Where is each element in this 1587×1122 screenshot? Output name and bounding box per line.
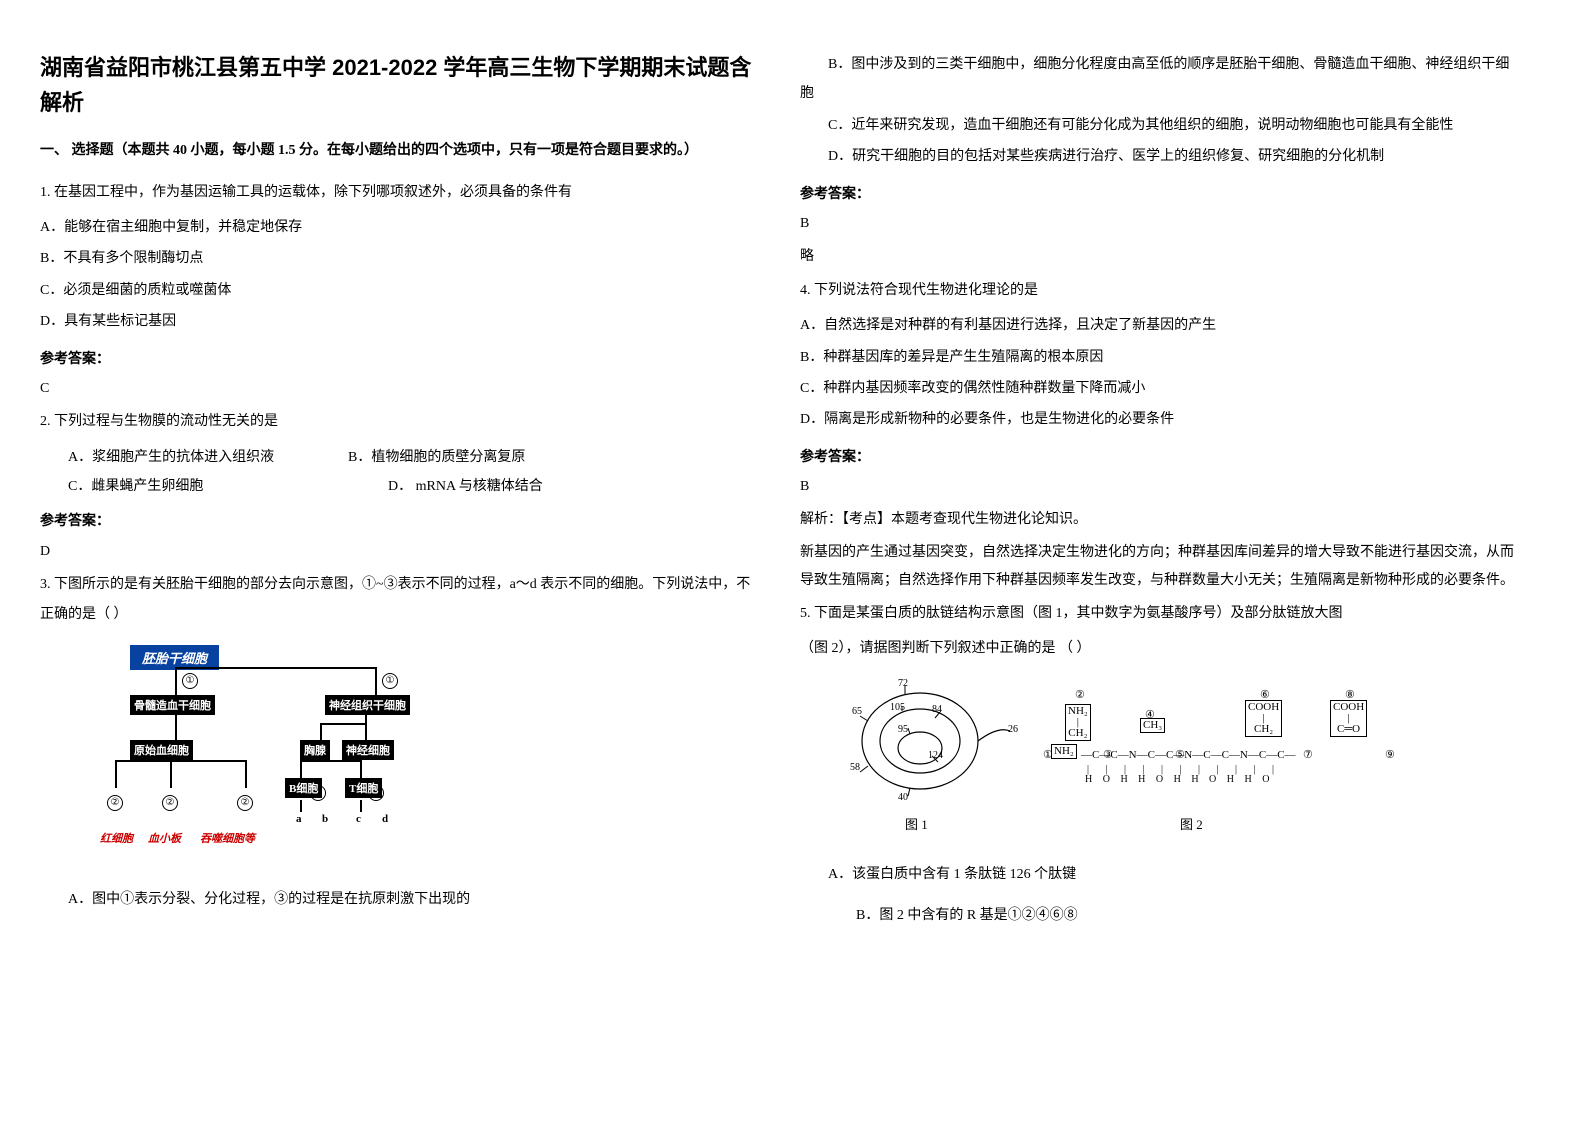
q4-option-d: D．隔离是形成新物种的必要条件，也是生物进化的必要条件 (800, 405, 1520, 434)
q2-answer-label: 参考答案： (40, 507, 760, 536)
line (320, 723, 366, 725)
q2-option-b: B．植物细胞的质壁分离复原 (348, 443, 760, 472)
circ-2c: ② (237, 795, 253, 811)
q2-option-c: C．雌果蝇产生卵细胞 (68, 472, 388, 501)
q4-option-a: A．自然选择是对种群的有利基因进行选择，且决定了新基因的产生 (800, 311, 1520, 340)
q3-answer-label: 参考答案： (800, 180, 1520, 209)
q3-option-b: B．图中涉及到的三类干细胞中，细胞分化程度由高至低的顺序是胚胎干细胞、骨髓造血干… (800, 50, 1520, 109)
label-c: c (356, 813, 361, 825)
circ-1a: ① (182, 673, 198, 689)
box-cooh2: COOH|C═O (1330, 700, 1367, 737)
q1-option-c: C．必须是细菌的质粒或噬菌体 (40, 276, 760, 305)
box-l3b: 胸腺 (300, 740, 330, 760)
q4-stem: 4. 下列说法符合现代生物进化理论的是 (800, 276, 1520, 305)
q3-expl: 略 (800, 242, 1520, 271)
q5-option-b: B．图 2 中含有的 R 基是①②④⑥⑧ (800, 901, 1520, 930)
num-105: 105 (890, 702, 905, 713)
line (175, 715, 177, 740)
line (300, 800, 302, 812)
num-26: 26 (1008, 724, 1018, 735)
num-65: 65 (852, 706, 862, 717)
q1-answer-label: 参考答案： (40, 345, 760, 374)
fig2-label: 图 2 (1180, 814, 1203, 833)
line (175, 667, 177, 695)
right-column: B．图中涉及到的三类干细胞中，细胞分化程度由高至低的顺序是胚胎干细胞、骨髓造血干… (800, 50, 1520, 1072)
q4-answer-label: 参考答案： (800, 443, 1520, 472)
q1-option-d: D．具有某些标记基因 (40, 307, 760, 336)
q3-answer: B (800, 209, 1520, 238)
q4-expl2: 新基因的产生通过基因突变，自然选择决定生物进化的方向；种群基因库间差异的增大导致… (800, 539, 1520, 595)
q3-option-a: A．图中①表示分裂、分化过程，③的过程是在抗原刺激下出现的 (40, 885, 760, 914)
num-84: 84 (932, 704, 942, 715)
label-b: b (322, 813, 328, 825)
q1-stem: 1. 在基因工程中，作为基因运输工具的运载体，除下列哪项叙述外，必须具备的条件有 (40, 178, 760, 207)
q1-answer: C (40, 374, 760, 403)
q3-stem: 3. 下图所示的是有关胚胎干细胞的部分去向示意图，①~③表示不同的过程，a～d … (40, 570, 760, 629)
line (360, 760, 362, 778)
line (300, 760, 362, 762)
circ-2a: ② (107, 795, 123, 811)
q2-stem: 2. 下列过程与生物膜的流动性无关的是 (40, 407, 760, 436)
q2-answer: D (40, 537, 760, 566)
box-ch3: CH₃ (1140, 718, 1165, 733)
fig1-svg (850, 676, 1020, 816)
backbone-svg: —C—C—N—C—C—N—C—C—N—C—C— | | | | | | | | … (1045, 736, 1405, 816)
q2-option-d: D． mRNA 与核糖体结合 (388, 472, 760, 501)
left-column: 湖南省益阳市桃江县第五中学 2021-2022 学年高三生物下学期期末试题含解析… (40, 50, 760, 1072)
q5-stem2: （图 2），请据图判断下列叙述中正确的是 （ ） (800, 634, 1520, 663)
section-heading: 一、 选择题（本题共 40 小题，每小题 1.5 分。在每小题给出的四个选项中，… (40, 138, 760, 163)
svg-text:H O H H O H H O H H: H O H H O H H O H H O (1085, 774, 1273, 785)
q2-option-a: A．浆细胞产生的抗体进入组织液 (68, 443, 348, 472)
q5-diagram: 72 65 105 84 26 95 124 58 40 图 1 ② ④ ⑥ ⑧… (850, 676, 1410, 846)
num-40: 40 (898, 792, 908, 803)
box-l2a: 骨髓造血干细胞 (130, 695, 215, 715)
q2-row2: C．雌果蝇产生卵细胞 D． mRNA 与核糖体结合 (40, 472, 760, 501)
q3-option-c: C．近年来研究发现，造血干细胞还有可能分化成为其他组织的细胞，说明动物细胞也可能… (800, 111, 1520, 140)
line (115, 760, 245, 762)
label-a: a (296, 813, 302, 825)
circ2: ② (1075, 688, 1085, 701)
q3-option-d: D．研究干细胞的目的包括对某些疾病进行治疗、医学上的组织修复、研究细胞的分化机制 (800, 142, 1520, 171)
line (175, 667, 375, 669)
box-phag: 吞噬细胞等 (200, 830, 255, 846)
box-l3c: 神经细胞 (342, 740, 394, 760)
num-58: 58 (850, 762, 860, 773)
line (300, 760, 302, 778)
q5-option-a: A．该蛋白质中含有 1 条肽链 126 个肽键 (800, 860, 1520, 889)
line (375, 667, 377, 695)
circ-2b: ② (162, 795, 178, 811)
box-cooh1: COOH|CH₂ (1245, 700, 1282, 737)
q1-option-b: B．不具有多个限制酶切点 (40, 244, 760, 273)
q3-diagram: 胚胎干细胞 ① ① 骨髓造血干细胞 神经组织干细胞 原始血细胞 胸腺 神经细胞 … (100, 645, 440, 875)
num-95: 95 (898, 724, 908, 735)
box-l2b: 神经组织干细胞 (325, 695, 410, 715)
box-red: 红细胞 (100, 830, 133, 846)
num-124: 124 (928, 750, 943, 761)
q1-option-a: A．能够在宿主细胞中复制，并稳定地保存 (40, 213, 760, 242)
q2-row1: A．浆细胞产生的抗体进入组织液 B．植物细胞的质壁分离复原 (40, 443, 760, 472)
circ-1b: ① (382, 673, 398, 689)
q4-answer: B (800, 472, 1520, 501)
num-72: 72 (898, 678, 908, 689)
line (360, 800, 362, 812)
line (245, 760, 247, 788)
line (170, 760, 172, 788)
box-bcell: B细胞 (285, 778, 322, 798)
q4-expl1: 解析：【考点】本题考查现代生物进化论知识。 (800, 505, 1520, 534)
line (365, 715, 367, 740)
line (115, 760, 117, 788)
svg-text:—C—C—N—C—C—N—C—C—N—C—C—: —C—C—N—C—C—N—C—C—N—C—C— (1080, 749, 1297, 761)
fig1-label: 图 1 (905, 814, 928, 833)
box-tcell: T细胞 (345, 778, 382, 798)
label-d: d (382, 813, 388, 825)
q4-option-b: B．种群基因库的差异是产生生殖隔离的根本原因 (800, 343, 1520, 372)
q5-stem1: 5. 下面是某蛋白质的肽链结构示意图（图 1，其中数字为氨基酸序号）及部分肽链放… (800, 599, 1520, 628)
box-l3a: 原始血细胞 (130, 740, 193, 760)
box-platelet: 血小板 (148, 830, 181, 846)
q4-option-c: C．种群内基因频率改变的偶然性随种群数量下降而减小 (800, 374, 1520, 403)
exam-title: 湖南省益阳市桃江县第五中学 2021-2022 学年高三生物下学期期末试题含解析 (40, 50, 760, 120)
line (320, 723, 322, 740)
